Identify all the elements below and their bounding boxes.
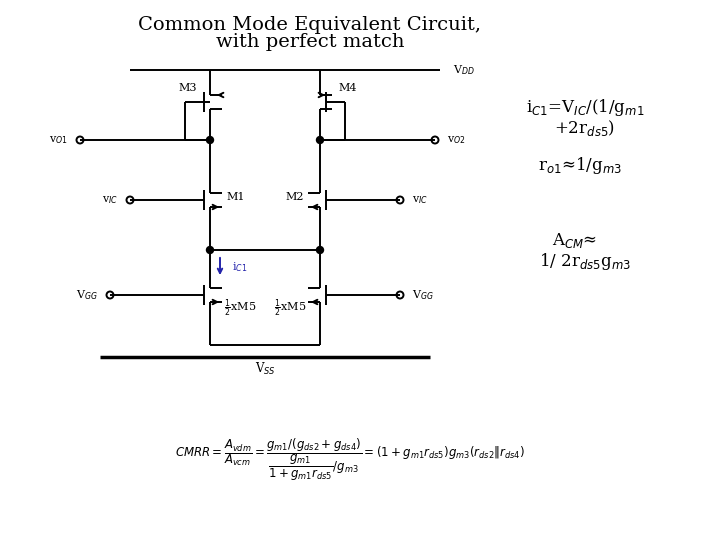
Circle shape <box>317 246 323 253</box>
Text: A$_{CM}$≈: A$_{CM}$≈ <box>552 231 598 249</box>
Text: i$_{C1}$=V$_{IC}$/(1/g$_{m1}$: i$_{C1}$=V$_{IC}$/(1/g$_{m1}$ <box>526 98 644 118</box>
Circle shape <box>207 137 214 144</box>
Text: r$_{o1}$≈1/g$_{m3}$: r$_{o1}$≈1/g$_{m3}$ <box>538 154 622 176</box>
Text: 1/ 2r$_{ds5}$g$_{m3}$: 1/ 2r$_{ds5}$g$_{m3}$ <box>539 252 631 273</box>
Circle shape <box>317 137 323 144</box>
Text: v$_{O1}$: v$_{O1}$ <box>49 134 68 146</box>
Text: v$_{IC}$: v$_{IC}$ <box>412 194 428 206</box>
Text: V$_{GG}$: V$_{GG}$ <box>412 288 434 302</box>
Text: v$_{O2}$: v$_{O2}$ <box>447 134 466 146</box>
Text: V$_{SS}$: V$_{SS}$ <box>255 361 276 377</box>
Text: V$_{GG}$: V$_{GG}$ <box>76 288 98 302</box>
Circle shape <box>207 246 214 253</box>
Text: M1: M1 <box>226 192 245 202</box>
Text: V$_{DD}$: V$_{DD}$ <box>453 63 474 77</box>
Text: M2: M2 <box>286 192 304 202</box>
Text: M3: M3 <box>179 83 197 93</box>
Text: i$_{C1}$: i$_{C1}$ <box>232 260 248 274</box>
Text: $\frac{1}{2}$xM5: $\frac{1}{2}$xM5 <box>224 298 256 320</box>
Text: $\frac{1}{2}$xM5: $\frac{1}{2}$xM5 <box>274 298 306 320</box>
Text: Common Mode Equivalent Circuit,: Common Mode Equivalent Circuit, <box>138 16 482 34</box>
Text: with perfect match: with perfect match <box>216 33 404 51</box>
Text: M4: M4 <box>338 83 357 93</box>
Text: v$_{IC}$: v$_{IC}$ <box>102 194 118 206</box>
Text: +2r$_{ds5}$): +2r$_{ds5}$) <box>554 118 616 138</box>
Text: $CMRR = \dfrac{A_{vdm}}{A_{vcm}} = \dfrac{g_{m1}/(g_{ds2}+g_{ds4})}{\dfrac{g_{m1: $CMRR = \dfrac{A_{vdm}}{A_{vcm}} = \dfra… <box>175 437 525 483</box>
